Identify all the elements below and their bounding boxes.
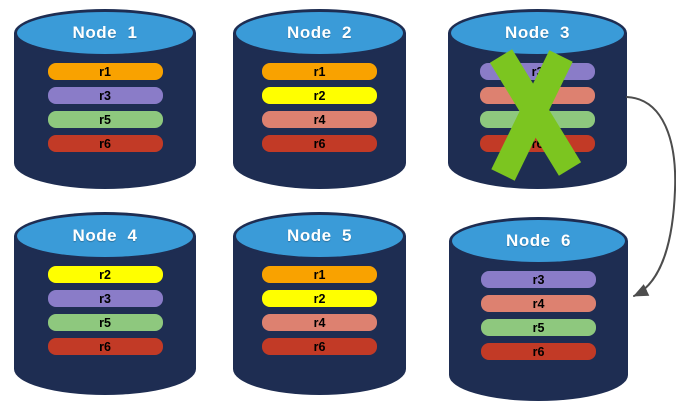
replica-label: r5 (99, 112, 111, 127)
replica-label: r3 (99, 88, 111, 103)
replica-bar: r1 (262, 63, 377, 80)
replica-bar: r2 (47, 266, 163, 283)
replica-label: r4 (531, 88, 544, 103)
node-4: Node 4 r2 r3 r5 r6 (14, 212, 196, 395)
replica-bar: r4 (262, 111, 377, 128)
node-4-cylinder-cap: Node 4 (17, 215, 193, 257)
replica-bar: r6 (262, 338, 377, 355)
replica-label: r5 (532, 320, 545, 335)
node-2-cylinder-cap: Node 2 (236, 12, 403, 54)
node-5-cylinder-top: Node 5 (233, 212, 406, 260)
replica-label: r6 (313, 339, 326, 354)
node-1-cylinder-cap: Node 1 (17, 12, 193, 54)
replica-bar: r3 (47, 290, 163, 307)
node-3-cylinder-top: Node 3 (448, 9, 627, 57)
replica-label: r6 (532, 344, 545, 359)
node-1-replica-list: r1 r3 r5 r6 (14, 63, 196, 159)
replica-label: r6 (99, 136, 111, 151)
replica-bar: r5 (481, 319, 596, 336)
replica-label: r1 (99, 64, 111, 79)
replica-bar: r4 (481, 295, 596, 312)
replica-label: r1 (313, 267, 326, 282)
replica-bar: r2 (262, 87, 377, 104)
replica-bar: r4 (262, 314, 377, 331)
replica-bar: r6 (480, 135, 595, 152)
replica-bar: r4 (480, 87, 595, 104)
node-6-cylinder-top: Node 6 (449, 217, 628, 265)
node-2-cylinder-top: Node 2 (233, 9, 406, 57)
node-4-cylinder-top: Node 4 (14, 212, 196, 260)
node-5-cylinder-cap: Node 5 (236, 215, 403, 257)
replica-label: r2 (313, 88, 326, 103)
node-5: Node 5 r1 r2 r4 r6 (233, 212, 406, 395)
node-4-replica-list: r2 r3 r5 r6 (14, 266, 196, 362)
failover-arrow (626, 96, 676, 297)
replica-label: r6 (313, 136, 326, 151)
node-3-replica-list: r3 r4 r5 r6 (448, 63, 627, 159)
replica-label: r1 (313, 64, 326, 79)
replica-label: r6 (99, 339, 111, 354)
replica-bar: r1 (47, 63, 163, 80)
replica-label: r2 (99, 267, 111, 282)
node-6-title: Node 6 (506, 231, 571, 250)
replica-label: r4 (313, 112, 326, 127)
replica-label: r5 (99, 315, 111, 330)
replica-label: r5 (531, 112, 544, 127)
replica-bar: r3 (47, 87, 163, 104)
node-2: Node 2 r1 r2 r4 r6 (233, 9, 406, 189)
node-3: Node 3 r3 r4 r5 r6 (448, 9, 627, 189)
replica-bar: r5 (480, 111, 595, 128)
node-2-replica-list: r1 r2 r4 r6 (233, 63, 406, 159)
node-1-cylinder-top: Node 1 (14, 9, 196, 57)
replica-bar: r6 (47, 135, 163, 152)
node-6-cylinder-cap: Node 6 (452, 220, 625, 262)
node-2-title: Node 2 (287, 23, 352, 42)
replica-bar: r1 (262, 266, 377, 283)
node-3-cylinder-cap: Node 3 (451, 12, 624, 54)
node-1-title: Node 1 (72, 23, 138, 42)
replica-bar: r3 (480, 63, 595, 80)
node-5-replica-list: r1 r2 r4 r6 (233, 266, 406, 362)
replica-label: r3 (99, 291, 111, 306)
replica-bar: r6 (481, 343, 596, 360)
replica-bar: r5 (47, 111, 163, 128)
replica-bar: r6 (47, 338, 163, 355)
replica-label: r3 (531, 64, 544, 79)
node-4-title: Node 4 (72, 226, 138, 245)
replica-label: r6 (531, 136, 544, 151)
replica-label: r3 (532, 272, 545, 287)
replica-bar: r2 (262, 290, 377, 307)
replica-bar: r5 (47, 314, 163, 331)
node-1: Node 1 r1 r3 r5 r6 (14, 9, 196, 189)
replica-label: r4 (313, 315, 326, 330)
replica-bar: r3 (481, 271, 596, 288)
replica-label: r4 (532, 296, 545, 311)
replica-bar: r6 (262, 135, 377, 152)
node-5-title: Node 5 (287, 226, 352, 245)
replica-label: r2 (313, 291, 326, 306)
node-6-replica-list: r3 r4 r5 r6 (449, 271, 628, 367)
node-3-title: Node 3 (505, 23, 570, 42)
node-6: Node 6 r3 r4 r5 r6 (449, 217, 628, 401)
